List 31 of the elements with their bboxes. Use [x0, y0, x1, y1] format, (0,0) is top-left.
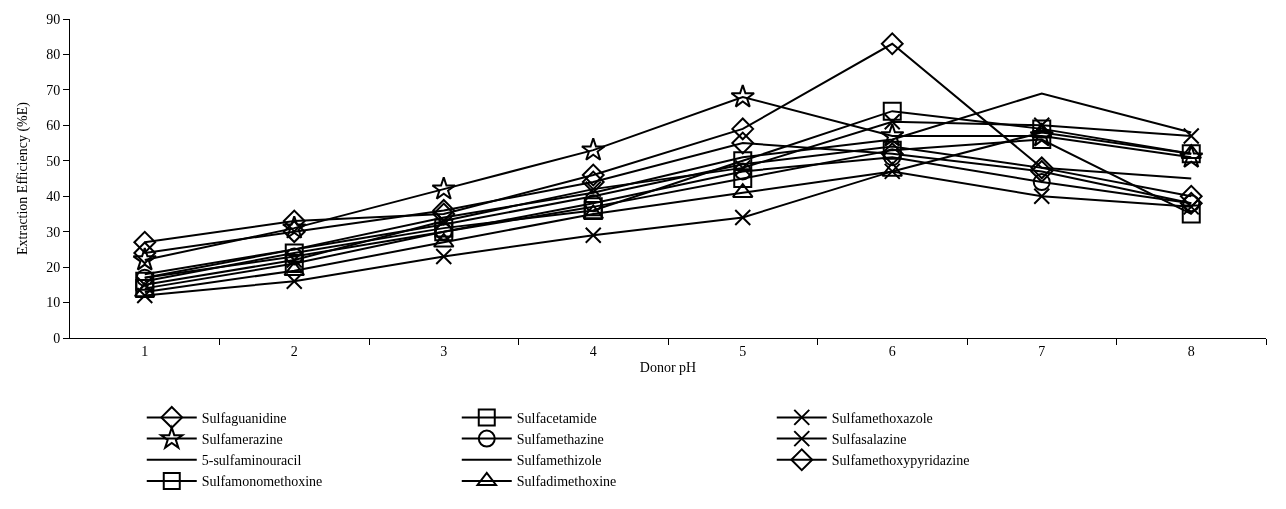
legend-label: Sulfamonomethoxine — [201, 474, 323, 490]
legend-label: Sulfasalazine — [831, 432, 907, 448]
y-tick-label: 80 — [46, 47, 61, 63]
y-axis-title: Extraction Efficiency (%E) — [14, 101, 31, 255]
x-tick-label: 7 — [1038, 343, 1046, 359]
x-tick-label: 5 — [739, 343, 747, 359]
y-tick-label: 70 — [46, 82, 61, 98]
legend-label: Sulfadimethoxine — [516, 474, 617, 490]
y-tick-label: 0 — [53, 330, 61, 346]
legend-label: Sulfamerazine — [201, 432, 283, 448]
legend-label: 5-sulfaminouracil — [201, 453, 302, 469]
x-tick-label: 6 — [888, 343, 896, 359]
y-tick-label: 90 — [46, 11, 61, 27]
x-tick-label: 3 — [440, 343, 448, 359]
y-tick-label: 50 — [46, 153, 61, 169]
legend-label: Sulfamethizole — [516, 453, 602, 469]
legend-label: Sulfamethazine — [516, 432, 604, 448]
y-tick-label: 20 — [46, 260, 61, 276]
x-axis-title: Donor pH — [639, 360, 697, 376]
y-tick-label: 10 — [46, 295, 61, 311]
y-tick-label: 60 — [46, 118, 61, 134]
legend-label: Sulfacetamide — [516, 410, 597, 426]
y-tick-label: 40 — [46, 189, 61, 205]
legend-label: Sulfamethoxypyridazine — [831, 453, 970, 469]
x-tick-label: 2 — [290, 343, 298, 359]
legend-label: Sulfaguanidine — [201, 410, 287, 426]
x-tick-label: 4 — [589, 343, 597, 359]
legend-label: Sulfamethoxazole — [831, 410, 933, 426]
y-tick-label: 30 — [46, 224, 61, 240]
x-tick-label: 8 — [1187, 343, 1195, 359]
x-tick-label: 1 — [141, 343, 149, 359]
